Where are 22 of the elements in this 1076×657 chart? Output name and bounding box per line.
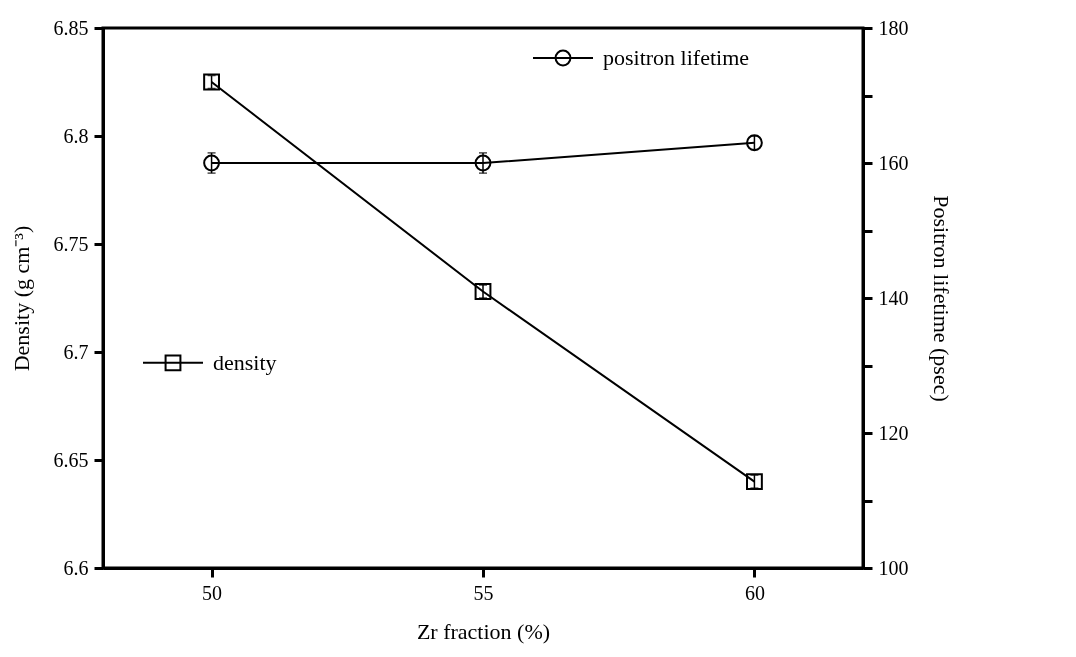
point <box>474 283 492 300</box>
y2-tick-label: 160 <box>878 151 909 174</box>
y-tick-label: 6.8 <box>63 124 89 147</box>
legend-label: density <box>213 349 277 375</box>
x-tick-label: 50 <box>202 581 223 604</box>
y-tick-label: 6.6 <box>63 556 89 579</box>
y2-axis-title: Positron lifetime (psec) <box>928 195 954 402</box>
y2-tick-label: 120 <box>878 421 909 444</box>
y2-tick-label: 180 <box>878 16 909 39</box>
x-axis-title: Zr fraction (%) <box>416 618 551 644</box>
x-tick-label: 60 <box>744 581 765 604</box>
y2-tick-label: 140 <box>878 286 909 309</box>
y-axis-title: Density (g cm⁻³) <box>8 225 34 372</box>
x-tick-label: 55 <box>473 581 494 604</box>
y-tick-label: 6.85 <box>53 16 89 39</box>
y-tick-label: 6.75 <box>53 232 89 255</box>
y-tick-label: 6.65 <box>53 448 89 471</box>
point <box>203 73 220 91</box>
y2-tick-label: 100 <box>878 556 909 579</box>
point <box>746 473 763 491</box>
legend-label: positron lifetime <box>603 45 750 70</box>
y-tick-label: 6.7 <box>63 340 89 363</box>
